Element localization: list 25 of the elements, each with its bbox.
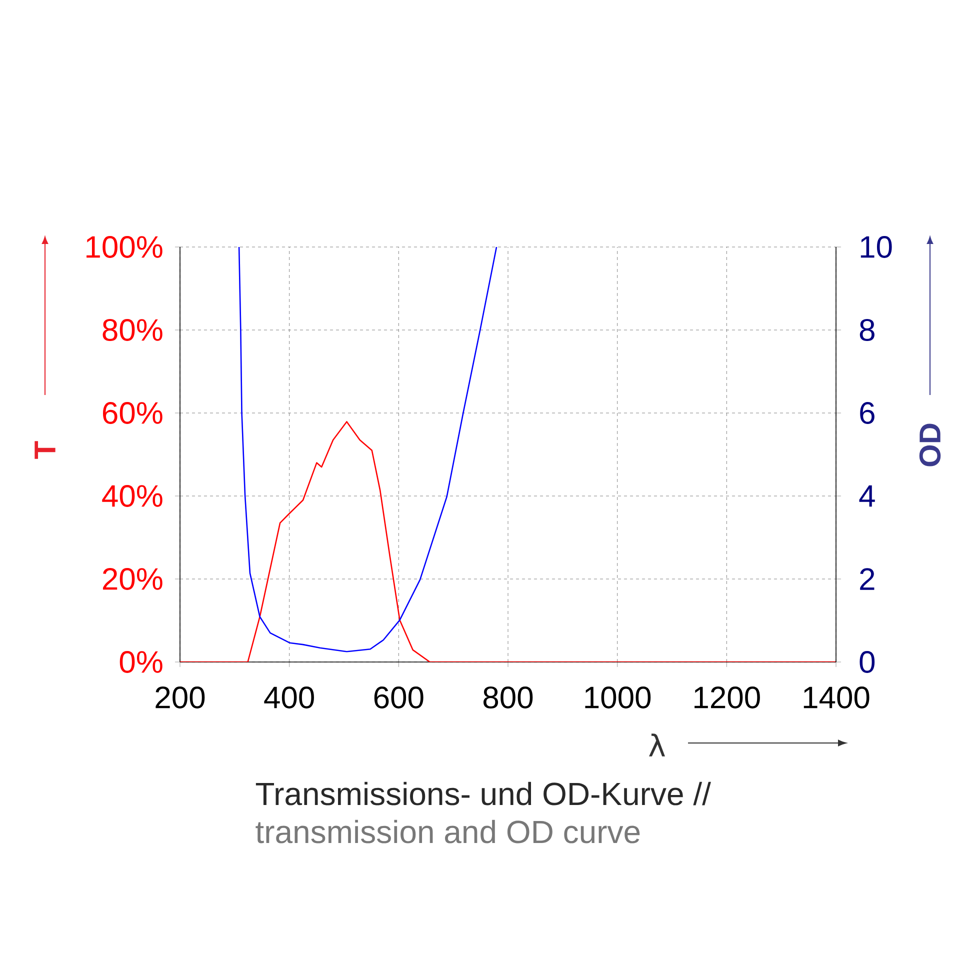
y-tick-label: 40%	[102, 485, 162, 507]
y2-tick-label: 8	[860, 319, 874, 341]
y-tick-label: 20%	[102, 568, 162, 590]
y2-tick-label: 0	[860, 651, 875, 673]
y2-tick-label: 4	[859, 485, 875, 507]
y-tick-label: 0%	[120, 651, 162, 673]
x-tick-label: 200	[156, 686, 205, 708]
x-tick-label: 400	[264, 686, 314, 708]
y-axis-title: T	[34, 441, 56, 459]
y-tick-label: 100%	[86, 236, 162, 258]
y2-tick-label: 10	[860, 236, 892, 258]
y2-tick-label: 6	[860, 402, 874, 424]
x-axis-title: λ	[649, 734, 665, 756]
x-tick-label: 1000	[585, 686, 651, 708]
y-tick-label: 80%	[102, 319, 162, 341]
y-tick-label: 60%	[102, 402, 162, 424]
x-tick-label: 1200	[694, 686, 760, 708]
y2-axis-title: OD	[919, 424, 941, 466]
x-tick-label: 600	[374, 686, 424, 708]
text: transmission and OD curve	[256, 820, 640, 844]
x-tick-label: 800	[483, 686, 533, 708]
line-series	[238, 246, 498, 652]
x-tick-label: 1400	[804, 686, 870, 708]
text: Transmissions- und OD-Kurve //	[256, 782, 711, 806]
y2-tick-label: 2	[860, 568, 874, 590]
